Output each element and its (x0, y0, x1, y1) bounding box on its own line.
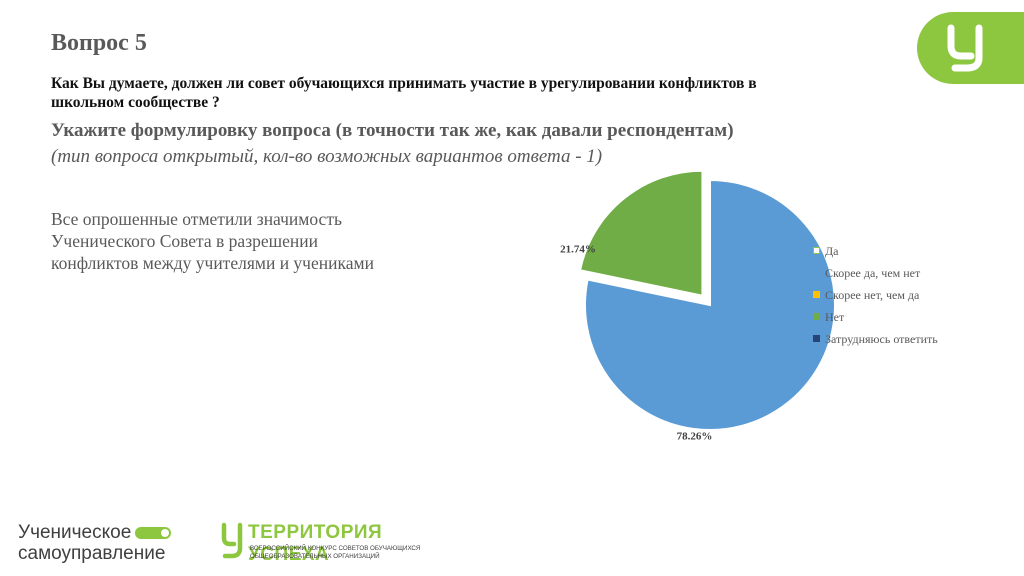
pie-slice-3 (578, 169, 704, 297)
footer-logo-line2: самоуправление (18, 543, 166, 564)
legend-swatch-3 (813, 313, 820, 320)
legend-swatch-0 (813, 247, 820, 254)
legend-item-3: Нет (813, 310, 963, 324)
u-logo-small-icon (221, 522, 243, 559)
slide-number: Вопрос 5 (51, 30, 147, 56)
legend-label-4: Затрудняюсь ответить (825, 332, 938, 346)
footer-logo-title: ТЕРРИТОРИЯ УСПЕХА (248, 522, 383, 565)
legend-item-4: Затрудняюсь ответить (813, 332, 963, 346)
summary-text: Все опрошенные отметили значимость Учени… (51, 209, 374, 273)
legend-item-1: Скорее да, чем нет (813, 266, 963, 280)
legend-label-1: Скорее да, чем нет (825, 266, 921, 280)
chart-legend: Да Скорее да, чем нет Скорее нет, чем да Не… (813, 244, 963, 354)
question-note: (тип вопроса открытый, кол-во возможных … (51, 146, 603, 167)
footer-logo-line1: Ученическое (18, 522, 132, 543)
footer-logo-subtitle: ВСЕРОССИЙСКИЙ КОНКУРС СОВЕТОВ ОБУЧАЮЩИХС… (250, 545, 421, 560)
pie-chart: 78.26% 21.74% (560, 169, 836, 442)
legend-item-0: Да (813, 244, 963, 258)
legend-swatch-4 (813, 335, 820, 342)
legend-item-2: Скорее нет, чем да (813, 288, 963, 302)
legend-swatch-1 (813, 269, 820, 276)
legend-label-2: Скорее нет, чем да (825, 288, 920, 302)
legend-swatch-2 (813, 291, 820, 298)
footer-logo-student-government: Ученическое самоуправление (18, 522, 172, 564)
u-logo-icon (947, 24, 983, 72)
instruction-text: Укажите формулировку вопроса (в точности… (51, 120, 734, 141)
pie-data-label-1: 78.26% (677, 430, 713, 442)
legend-label-0: Да (825, 244, 839, 258)
pie-slice-1 (584, 178, 836, 431)
question-text: Как Вы думаете, должен ли совет обучающи… (51, 75, 757, 111)
toggle-pill-icon (135, 526, 172, 539)
brand-badge (917, 12, 1024, 84)
legend-label-3: Нет (825, 310, 845, 324)
pie-data-label-3: 21.74% (560, 243, 596, 255)
footer-logo-territory: ТЕРРИТОРИЯ УСПЕХА ВСЕРОССИЙСКИЙ КОНКУРС … (220, 520, 460, 565)
